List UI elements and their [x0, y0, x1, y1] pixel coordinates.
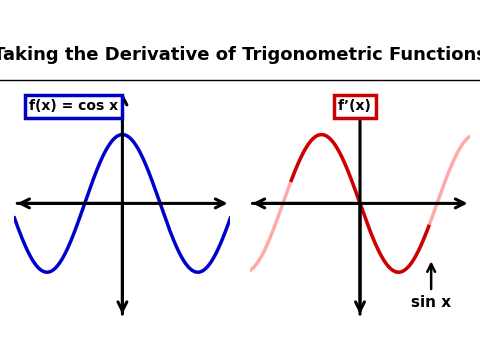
Text: f’(x): f’(x) [338, 99, 372, 113]
Text: sin x: sin x [411, 264, 451, 310]
Text: f(x) = cos x: f(x) = cos x [29, 99, 118, 113]
Text: Taking the Derivative of Trigonometric Functions: Taking the Derivative of Trigonometric F… [0, 46, 480, 64]
